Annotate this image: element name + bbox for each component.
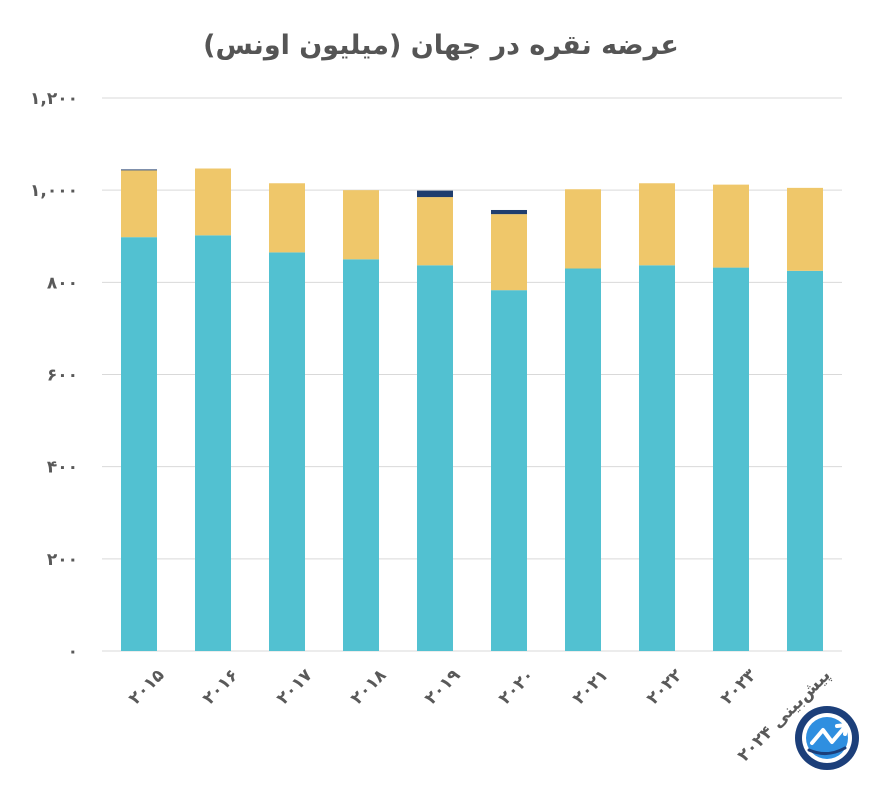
bar-segment-1	[639, 183, 675, 266]
y-tick-label: ۰	[68, 642, 78, 662]
x-tick-label: ۲۰۱۶	[199, 665, 242, 708]
bar-segment-0	[195, 235, 231, 651]
bar-segment-0	[269, 252, 305, 652]
y-tick-label: ۶۰۰	[47, 366, 78, 386]
x-tick-label: ۲۰۱۵	[125, 665, 168, 708]
x-tick-label: ۲۰۱۹	[421, 665, 465, 709]
bar-segment-0	[713, 267, 749, 651]
y-tick-label: ۲۰۰	[47, 550, 78, 570]
bar-segment-0	[787, 270, 823, 651]
logo	[795, 706, 859, 770]
x-tick-label: ۲۰۲۲	[643, 665, 687, 709]
chart-title: عرضه نقره در جهان (میلیون اونس)	[203, 30, 679, 61]
bar-segment-1	[121, 170, 157, 238]
bar-segment-0	[565, 268, 601, 651]
bar-segment-1	[269, 183, 305, 253]
bar-segment-0	[343, 259, 379, 651]
x-axis-ticks: ۲۰۱۵ ۲۰۱۶ ۲۰۱۷ ۲۰۱۸ ۲۰۱۹ ۲۰۲۰ ۲۰۲۱ ۲۰۲۲ ۲۰۲۳پیش‌…	[125, 665, 834, 766]
bars	[121, 168, 823, 652]
bar-segment-1	[417, 197, 453, 266]
bar-segment-0	[639, 265, 675, 651]
x-tick-label: ۲۰۲۱	[569, 665, 612, 708]
bar-segment-1	[195, 168, 231, 236]
bar-segment-1	[565, 189, 601, 269]
bar-segment-0	[121, 237, 157, 651]
bar-segment-1	[713, 184, 749, 268]
bar-segment-2	[417, 190, 453, 198]
bar-segment-0	[417, 265, 453, 651]
bar-segment-2	[121, 169, 157, 171]
y-tick-label: ۴۰۰	[47, 458, 78, 478]
bar-segment-0	[491, 290, 527, 651]
x-tick-label: ۲۰۱۸	[347, 665, 391, 709]
x-tick-label: ۲۰۱۷	[273, 665, 317, 709]
bar-segment-2	[491, 209, 527, 215]
y-tick-label: ۱,۰۰۰	[30, 181, 78, 201]
y-axis-ticks: ۰ ۲۰۰ ۴۰۰ ۶۰۰ ۸۰۰ ۱,۰۰۰ ۱,۲۰۰	[30, 89, 78, 662]
y-tick-label: ۱,۲۰۰	[30, 89, 78, 109]
bar-segment-1	[343, 190, 379, 260]
x-tick-label: ۲۰۲۳	[717, 665, 761, 709]
bar-segment-1	[491, 214, 527, 291]
y-tick-label: ۸۰۰	[47, 273, 78, 293]
bar-segment-1	[787, 187, 823, 271]
x-tick-label: ۲۰۲۰	[495, 665, 538, 708]
